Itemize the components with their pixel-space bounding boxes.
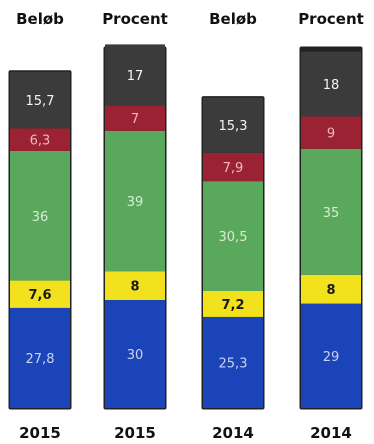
bar-column: Beløb 27,8 7,6 36 6,3 15,7 2015: [8, 10, 72, 442]
data-label: 35: [323, 206, 340, 221]
bar-segment: [301, 116, 361, 149]
bar-segment: [203, 181, 263, 291]
data-label: 27,8: [26, 352, 55, 367]
data-label: 8: [130, 280, 139, 295]
bar-segment: [10, 280, 70, 308]
data-label: 7,2: [221, 298, 244, 313]
bar-segment: [301, 274, 361, 304]
bar-column: Procent 29 8 35 9 18 2014: [298, 10, 364, 442]
bar-segment: [105, 300, 165, 408]
bar-column: Beløb 25,3 7,2 30,5 7,9 15,3 2014: [201, 10, 265, 442]
data-label: 9: [327, 127, 335, 142]
bar-segment: [10, 307, 70, 408]
data-label: 18: [323, 78, 340, 93]
year-label: 2014: [310, 424, 352, 442]
data-label: 7,9: [223, 161, 244, 176]
bar-segment: [10, 128, 70, 151]
bar-segment: [301, 51, 361, 117]
data-label: 30,5: [219, 230, 248, 245]
data-label: 6,3: [30, 134, 51, 149]
data-label: 17: [127, 69, 144, 84]
data-label: 29: [323, 350, 340, 365]
bar-segment: [105, 271, 165, 300]
bar-segment: [203, 152, 263, 182]
bar-segment: [105, 44, 165, 106]
column-title: Beløb: [209, 10, 257, 28]
data-label: 25,3: [219, 356, 248, 371]
column-title: Beløb: [16, 10, 64, 28]
bar-segment: [105, 130, 165, 272]
bar-segment: [203, 316, 263, 408]
column-title: Procent: [102, 10, 168, 28]
data-label: 7,6: [28, 288, 51, 303]
data-label: 39: [127, 195, 144, 210]
bar-segment: [203, 97, 263, 153]
year-label: 2015: [114, 424, 156, 442]
bar-segment: [203, 291, 263, 317]
bar-segment: [301, 303, 361, 408]
bar-column: Procent 30 8 39 7 17 2015: [102, 10, 168, 442]
data-label: 15,7: [26, 94, 55, 109]
bar-segment: [10, 71, 70, 129]
column-title: Procent: [298, 10, 364, 28]
data-label: 8: [326, 283, 335, 298]
bar-segment: [105, 105, 165, 131]
bar-segment: [10, 150, 70, 281]
bar-segment: [301, 148, 361, 275]
data-label: 7: [131, 112, 139, 127]
year-label: 2014: [212, 424, 254, 442]
data-label: 36: [32, 210, 49, 225]
year-label: 2015: [19, 424, 61, 442]
data-label: 30: [127, 348, 144, 363]
data-label: 15,3: [219, 119, 248, 134]
